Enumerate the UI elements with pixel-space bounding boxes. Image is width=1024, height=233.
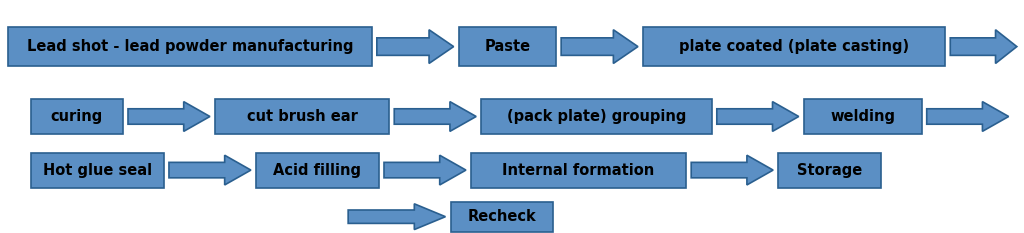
- Text: (pack plate) grouping: (pack plate) grouping: [507, 109, 686, 124]
- Text: cut brush ear: cut brush ear: [247, 109, 357, 124]
- FancyBboxPatch shape: [451, 202, 553, 232]
- FancyBboxPatch shape: [778, 153, 881, 188]
- FancyBboxPatch shape: [481, 99, 712, 134]
- Polygon shape: [384, 155, 466, 185]
- Text: Paste: Paste: [484, 39, 530, 54]
- Polygon shape: [128, 102, 210, 131]
- FancyBboxPatch shape: [804, 99, 922, 134]
- Text: Hot glue seal: Hot glue seal: [43, 163, 152, 178]
- Polygon shape: [927, 102, 1009, 131]
- FancyBboxPatch shape: [471, 153, 686, 188]
- Polygon shape: [348, 204, 445, 230]
- FancyBboxPatch shape: [643, 27, 945, 66]
- Text: Internal formation: Internal formation: [503, 163, 654, 178]
- Polygon shape: [691, 155, 773, 185]
- FancyBboxPatch shape: [215, 99, 389, 134]
- Polygon shape: [169, 155, 251, 185]
- Polygon shape: [717, 102, 799, 131]
- Text: welding: welding: [830, 109, 895, 124]
- Text: Acid filling: Acid filling: [273, 163, 361, 178]
- Text: Lead shot - lead powder manufacturing: Lead shot - lead powder manufacturing: [27, 39, 353, 54]
- FancyBboxPatch shape: [8, 27, 372, 66]
- Polygon shape: [561, 30, 638, 63]
- FancyBboxPatch shape: [31, 153, 164, 188]
- Text: Storage: Storage: [797, 163, 862, 178]
- FancyBboxPatch shape: [459, 27, 556, 66]
- FancyBboxPatch shape: [256, 153, 379, 188]
- Polygon shape: [950, 30, 1017, 63]
- Polygon shape: [377, 30, 454, 63]
- Polygon shape: [394, 102, 476, 131]
- Text: Recheck: Recheck: [467, 209, 537, 224]
- Text: curing: curing: [50, 109, 103, 124]
- Text: plate coated (plate casting): plate coated (plate casting): [679, 39, 909, 54]
- FancyBboxPatch shape: [31, 99, 123, 134]
